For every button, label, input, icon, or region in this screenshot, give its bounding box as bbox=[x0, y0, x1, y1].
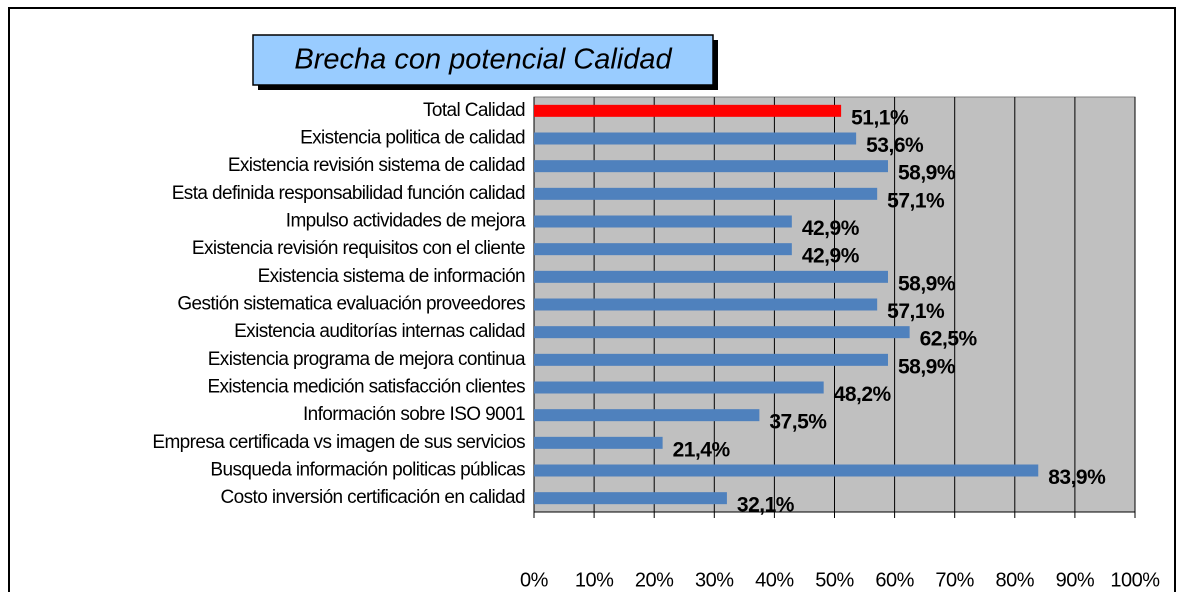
bar bbox=[534, 381, 824, 394]
x-tick-label: 50% bbox=[815, 569, 854, 591]
value-label: 57,1% bbox=[887, 189, 945, 212]
value-label: 83,9% bbox=[1048, 466, 1106, 489]
bar bbox=[534, 326, 910, 339]
value-label: 62,5% bbox=[920, 328, 978, 351]
bar bbox=[534, 215, 792, 228]
y-tick-label: Gestión sistematica evaluación proveedor… bbox=[177, 294, 525, 315]
y-tick-label: Total Calidad bbox=[423, 100, 525, 121]
value-label: 58,9% bbox=[898, 162, 956, 185]
bar bbox=[534, 132, 857, 145]
x-tick-label: 40% bbox=[755, 569, 794, 591]
chart-title: Brecha con potencial Calidad bbox=[294, 44, 672, 76]
bar bbox=[534, 353, 888, 366]
y-tick-label: Busqueda información politicas públicas bbox=[210, 460, 525, 481]
y-tick-label: Existencia auditorías internas calidad bbox=[234, 321, 525, 342]
x-tick-label: 60% bbox=[875, 569, 914, 591]
value-label: 58,9% bbox=[898, 355, 956, 378]
bar bbox=[534, 464, 1039, 477]
x-tick-label: 80% bbox=[996, 569, 1035, 591]
value-label: 53,6% bbox=[866, 134, 924, 157]
bar bbox=[534, 298, 878, 311]
x-tick-label: 30% bbox=[695, 569, 734, 591]
y-tick-label: Existencia sistema de información bbox=[258, 266, 525, 287]
y-tick-label: Costo inversión certificación en calidad bbox=[221, 487, 525, 508]
x-tick-label: 20% bbox=[635, 569, 674, 591]
value-label: 37,5% bbox=[769, 411, 827, 434]
y-tick-label: Existencia revisión sistema de calidad bbox=[228, 155, 525, 176]
bar bbox=[534, 187, 878, 200]
y-tick-label: Impulso actividades de mejora bbox=[286, 211, 526, 232]
y-tick-label: Existencia politica de calidad bbox=[300, 128, 525, 149]
bar bbox=[534, 243, 792, 256]
bar bbox=[534, 160, 888, 173]
value-label: 51,1% bbox=[851, 106, 909, 129]
title-box bbox=[252, 34, 714, 86]
bar bbox=[534, 492, 727, 505]
y-tick-label: Existencia medición satisfacción cliente… bbox=[207, 377, 525, 398]
x-tick-label: 10% bbox=[575, 569, 614, 591]
y-tick-label: Existencia revisión requisitos con el cl… bbox=[192, 238, 525, 259]
bar bbox=[534, 409, 760, 422]
value-label: 42,9% bbox=[802, 245, 860, 268]
value-label: 57,1% bbox=[887, 300, 945, 323]
x-tick-label: 100% bbox=[1110, 569, 1160, 591]
x-tick-label: 0% bbox=[520, 569, 549, 591]
y-tick-label: Esta definida responsabilidad función ca… bbox=[172, 183, 525, 204]
y-tick-label: Empresa certificada vs imagen de sus ser… bbox=[152, 432, 525, 453]
x-tick-label: 90% bbox=[1056, 569, 1095, 591]
bar bbox=[534, 104, 842, 117]
value-label: 48,2% bbox=[834, 383, 892, 406]
value-label: 58,9% bbox=[898, 272, 956, 295]
value-label: 21,4% bbox=[673, 438, 731, 461]
x-tick-label: 70% bbox=[935, 569, 974, 591]
value-label: 42,9% bbox=[802, 217, 860, 240]
y-tick-label: Información sobre ISO 9001 bbox=[303, 404, 525, 425]
bar bbox=[534, 270, 888, 283]
bar bbox=[534, 436, 663, 449]
y-tick-label: Existencia programa de mejora continua bbox=[208, 349, 526, 370]
value-label: 32,1% bbox=[737, 494, 795, 517]
